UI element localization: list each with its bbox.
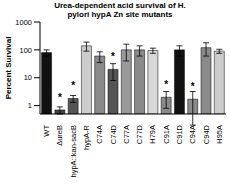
svg-text:10: 10 — [24, 73, 32, 82]
svg-text:C74A: C74A — [95, 125, 104, 144]
svg-text:hypA::kan-sacB: hypA::kan-sacB — [69, 125, 78, 178]
svg-text:C77D: C77D — [135, 124, 144, 144]
html-text:Urea-dependent acid survival o: Urea-dependent acid survival of H. pylor… — [54, 1, 186, 19]
svg-text:C74D: C74D — [109, 124, 118, 144]
svg-text:*: * — [111, 51, 115, 62]
svg-text:C91D: C91D — [175, 124, 184, 144]
svg-text:100: 100 — [19, 46, 32, 55]
svg-text:*: * — [58, 92, 62, 103]
svg-text:*: * — [164, 79, 168, 90]
svg-text:C91A: C91A — [162, 125, 171, 144]
svg-text:*: * — [191, 81, 195, 92]
svg-text:C94A: C94A — [188, 125, 197, 144]
svg-text:H79A: H79A — [148, 125, 157, 144]
svg-text:1000: 1000 — [15, 18, 32, 27]
svg-text:hypA-R: hypA-R — [82, 124, 91, 150]
svg-text:C94D: C94D — [202, 124, 211, 144]
svg-text:H95A: H95A — [215, 125, 222, 144]
svg-text:C77A: C77A — [122, 125, 131, 144]
svg-text:WT: WT — [42, 125, 51, 137]
svg-text:ΔureB: ΔureB — [55, 125, 64, 146]
svg-text:Percent Survival: Percent Survival — [8, 37, 13, 100]
svg-text:1: 1 — [28, 101, 32, 110]
svg-text:*: * — [71, 80, 75, 91]
